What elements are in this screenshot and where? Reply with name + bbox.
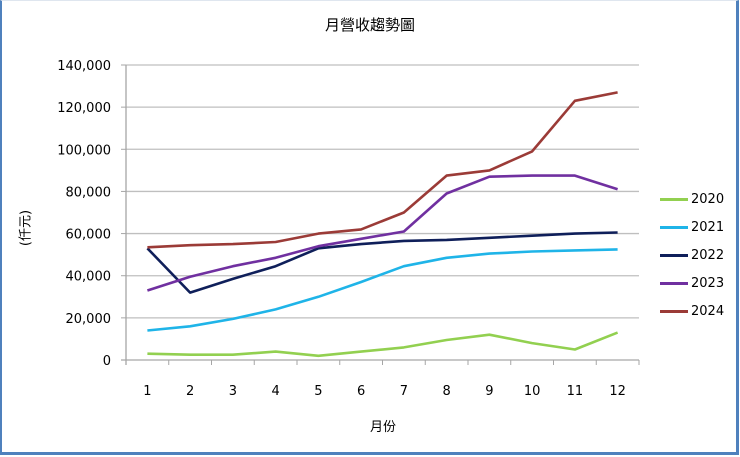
y-tick-label: 140,000 [57, 59, 111, 74]
legend-item-2021: 2021 [660, 213, 724, 241]
x-tick-label: 5 [314, 384, 322, 399]
x-tick-label: 3 [229, 384, 237, 399]
x-axis-label: 月份 [369, 420, 397, 435]
x-tick-label: 9 [485, 384, 493, 399]
x-tick-label: 10 [524, 384, 541, 399]
legend-label: 2023 [691, 275, 725, 291]
y-tick-label: 80,000 [66, 185, 112, 200]
legend-item-2020: 2020 [660, 185, 724, 213]
legend-item-2024: 2024 [660, 297, 724, 325]
series-line-2024 [147, 91, 618, 249]
series-line-2021 [147, 248, 618, 332]
legend-label: 2021 [691, 219, 725, 235]
legend-line-icon [660, 253, 688, 257]
x-tick-label: 8 [442, 384, 450, 399]
legend-line-icon [660, 309, 688, 313]
legend: 2020 2021 2022 2023 2024 [660, 185, 724, 325]
x-tick-label: 4 [271, 384, 279, 399]
series-line-2022 [146, 231, 618, 294]
x-tick-label: 6 [357, 384, 365, 399]
legend-label: 2022 [691, 247, 725, 263]
y-tick-label: 20,000 [66, 312, 112, 327]
series-line-2020 [147, 331, 619, 358]
x-tick-label: 2 [186, 384, 194, 399]
legend-label: 2024 [691, 303, 725, 319]
y-tick-label: 100,000 [57, 143, 111, 158]
legend-label: 2020 [691, 191, 725, 207]
y-tick-label: 0 [103, 354, 111, 369]
x-tick-label: 1 [143, 384, 151, 399]
y-tick-label: 60,000 [66, 228, 112, 243]
legend-line-icon [660, 281, 688, 285]
x-tick-label: 12 [609, 384, 626, 399]
y-tick-label: 40,000 [66, 270, 112, 285]
chart-title: 月營收趨勢圖 [324, 16, 415, 34]
legend-item-2023: 2023 [660, 269, 724, 297]
legend-line-icon [660, 225, 688, 229]
x-tick-label: 11 [567, 384, 584, 399]
legend-line-icon [660, 197, 688, 201]
y-tick-label: 120,000 [57, 101, 111, 116]
legend-item-2022: 2022 [660, 241, 724, 269]
series-line-2023 [147, 174, 618, 292]
x-tick-label: 7 [400, 384, 408, 399]
